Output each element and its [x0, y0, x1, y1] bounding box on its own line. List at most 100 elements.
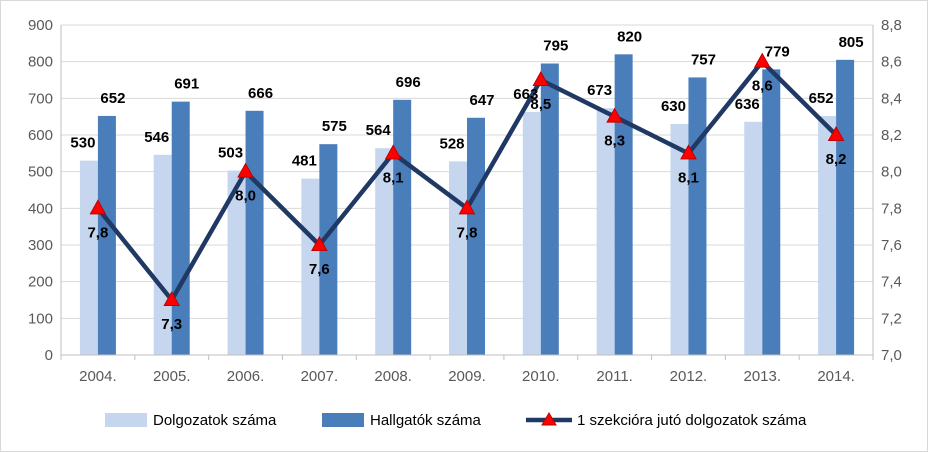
- data-label-dolgozatok: 630: [661, 98, 686, 115]
- bar-hallgatok: [688, 77, 707, 355]
- line-marker: [384, 144, 402, 160]
- line-marker: [606, 107, 623, 123]
- bar-dolgozatok: [375, 148, 394, 355]
- data-labels: 530 652 546 691 503 666 481 575 564 696 528 647 663 7…: [70, 28, 863, 333]
- line-marker: [827, 125, 845, 141]
- y-right-tick-label: 8,8: [881, 17, 902, 34]
- data-label-szekcio: 7,3: [161, 316, 182, 333]
- data-label-szekcio: 8,5: [530, 96, 551, 113]
- data-label-szekcio: 8,0: [235, 188, 256, 205]
- x-tick-label: 2014.: [817, 368, 855, 385]
- bar-dolgozatok: [818, 115, 837, 355]
- data-label-szekcio: 8,1: [678, 169, 699, 186]
- data-label-hallgatok: 820: [617, 28, 642, 45]
- bar-dolgozatok: [301, 178, 320, 355]
- legend-swatch-hallgatok: [322, 413, 364, 427]
- legend-label-hallgatok: Hallgatók száma: [370, 412, 482, 429]
- legend-label-szekcio: 1 szekcióra jutó dolgozatok száma: [577, 412, 807, 429]
- legend-item-szekcio: 1 szekcióra jutó dolgozatok száma: [526, 412, 807, 429]
- data-label-szekcio: 7,6: [309, 261, 330, 278]
- bar-hallgatok: [97, 115, 116, 355]
- data-label-hallgatok: 757: [691, 51, 716, 68]
- bar-hallgatok: [393, 99, 412, 355]
- data-label-szekcio: 8,1: [383, 169, 404, 186]
- bar-hallgatok: [836, 59, 855, 355]
- bar-dolgozatok: [522, 111, 541, 356]
- line-marker: [680, 144, 697, 160]
- x-tick-label: 2007.: [301, 368, 339, 385]
- bar-dolgozatok: [449, 161, 467, 355]
- y-right-tick-label: 7,8: [881, 200, 902, 217]
- data-label-hallgatok: 805: [839, 34, 864, 51]
- bar-dolgozatok: [227, 170, 246, 355]
- y-left-tick-label: 500: [28, 164, 53, 181]
- x-tick-label: 2006.: [227, 368, 265, 385]
- x-tick-label: 2009.: [448, 368, 486, 385]
- line-marker: [532, 70, 550, 86]
- legend-label-dolgozatok: Dolgozatok száma: [153, 412, 277, 429]
- data-label-dolgozatok: 546: [144, 129, 169, 146]
- data-label-dolgozatok: 564: [366, 122, 392, 139]
- y-left-tick-label: 900: [28, 17, 53, 34]
- legend-item-dolgozatok: Dolgozatok száma: [105, 412, 277, 429]
- y-left-tick-label: 0: [45, 347, 53, 364]
- bar-dolgozatok: [670, 124, 689, 355]
- y-left-tick-label: 600: [28, 127, 53, 144]
- data-label-hallgatok: 696: [396, 74, 421, 91]
- y-right-tick-label: 7,0: [881, 347, 902, 364]
- y-left-tick-label: 800: [28, 54, 53, 71]
- data-label-szekcio: 8,6: [752, 78, 773, 95]
- y-right-tick-label: 7,6: [881, 237, 902, 254]
- legend-swatch-dolgozatok: [105, 413, 147, 427]
- data-label-dolgozatok: 481: [292, 153, 317, 170]
- bar-hallgatok: [540, 63, 559, 355]
- data-label-hallgatok: 575: [322, 118, 347, 135]
- y-left-tick-label: 200: [28, 274, 53, 291]
- data-label-dolgozatok: 636: [735, 96, 760, 113]
- bar-hallgatok: [762, 69, 781, 355]
- y-left-tick-label: 300: [28, 237, 53, 254]
- x-tick-label: 2008.: [374, 368, 412, 385]
- legend: Dolgozatok száma Hallgatók száma 1 szekció…: [105, 412, 807, 429]
- bar-hallgatok: [245, 110, 264, 355]
- bar-dolgozatok: [596, 108, 615, 355]
- data-label-dolgozatok: 503: [218, 145, 243, 162]
- axes: 0 100 200 300 400 500 600 700 800 900 7,0 7,2 7,4 7,6…: [28, 17, 902, 385]
- data-label-dolgozatok: 652: [809, 90, 834, 107]
- data-label-hallgatok: 647: [469, 92, 494, 109]
- data-label-hallgatok: 652: [100, 90, 125, 107]
- y-right-tick-label: 8,6: [881, 54, 902, 71]
- line-marker: [458, 199, 476, 215]
- y-right-tick-label: 8,0: [881, 164, 902, 181]
- x-tick-label: 2012.: [670, 368, 708, 385]
- bar-hallgatok: [467, 117, 485, 356]
- bar-hallgatok: [614, 54, 633, 355]
- bar-dolgozatok: [744, 121, 763, 355]
- bar-dolgozatok: [79, 160, 98, 355]
- data-label-szekcio: 8,2: [826, 151, 847, 168]
- x-tick-label: 2013.: [743, 368, 781, 385]
- y-right-tick-label: 8,2: [881, 127, 902, 144]
- legend-marker-szekcio: [541, 412, 557, 426]
- data-label-hallgatok: 795: [543, 38, 568, 55]
- y-left-tick-label: 700: [28, 90, 53, 107]
- legend-item-hallgatok: Hallgatók száma: [322, 412, 482, 429]
- line-marker: [753, 52, 771, 68]
- data-label-dolgozatok: 530: [70, 135, 95, 152]
- data-label-szekcio: 7,8: [457, 224, 478, 241]
- line-marker: [89, 199, 107, 215]
- data-label-dolgozatok: 663: [513, 86, 538, 103]
- data-label-hallgatok: 691: [174, 76, 199, 93]
- x-tick-label: 2011.: [596, 368, 632, 385]
- line-marker: [163, 290, 181, 306]
- data-label-dolgozatok: 673: [587, 82, 612, 99]
- data-label-hallgatok: 779: [765, 43, 790, 60]
- y-left-tick-label: 400: [28, 200, 53, 217]
- x-tick-label: 2010.: [522, 368, 560, 385]
- line-series: [89, 52, 845, 306]
- data-label-szekcio: 8,3: [604, 133, 625, 150]
- x-tick-label: 2005.: [153, 368, 191, 385]
- y-right-tick-label: 8,4: [881, 90, 902, 107]
- bar-hallgatok: [319, 144, 338, 355]
